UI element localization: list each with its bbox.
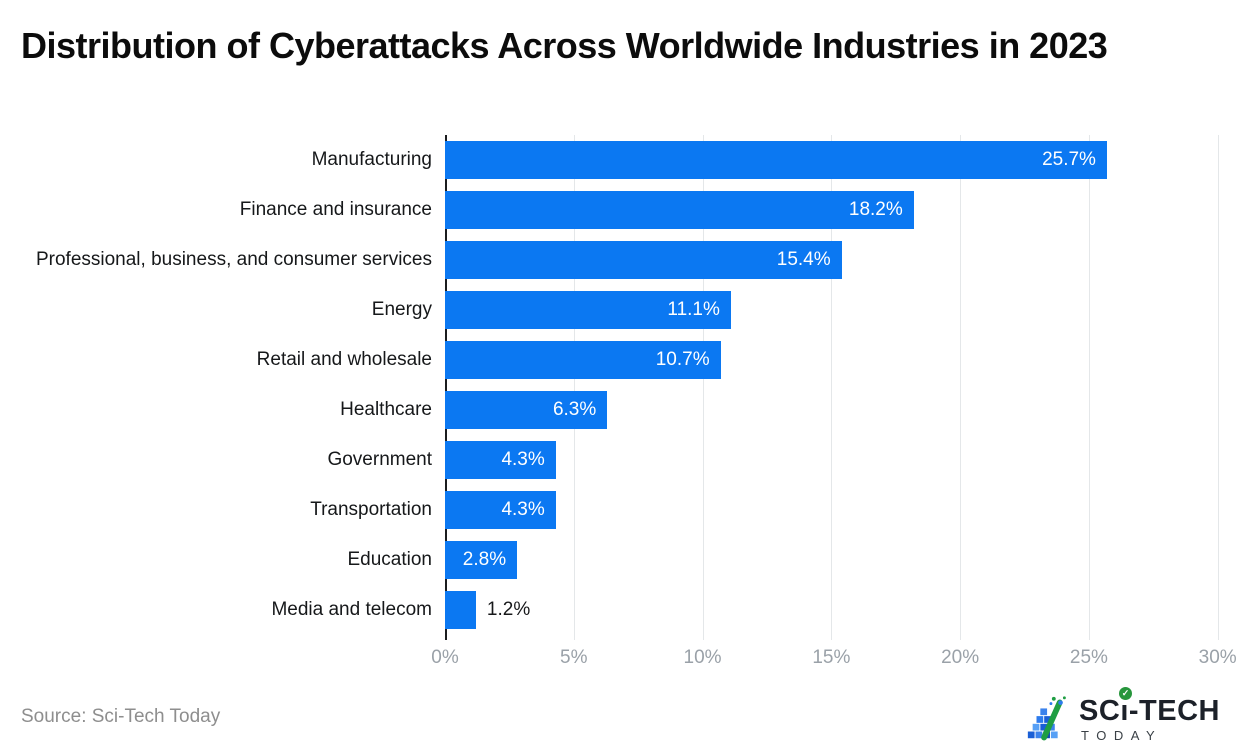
value-label: 6.3%: [552, 399, 597, 420]
gridline: [573, 135, 575, 640]
bar-track: 18.2%: [445, 191, 1228, 229]
scitech-logo: SC ı ✓ -TECH TODAY: [1024, 686, 1220, 744]
bar: 2.8%: [445, 541, 518, 579]
logo-subtitle: TODAY: [1081, 727, 1163, 743]
x-tick-label: 0%: [431, 647, 459, 668]
bar-row: Media and telecom 1.2%: [0, 585, 1240, 635]
bar-row: Government 4.3%: [0, 435, 1240, 485]
bar-track: 2.8%: [445, 541, 1228, 579]
x-tick-label: 25%: [1069, 647, 1108, 668]
bar-track: 6.3%: [445, 391, 1228, 429]
gridline: [702, 135, 704, 640]
gridline: [960, 135, 962, 640]
bar-row: Professional, business, and consumer ser…: [0, 235, 1240, 285]
x-tick-label: 30%: [1198, 647, 1237, 668]
x-tick-label: 20%: [941, 647, 980, 668]
value-label: 10.7%: [655, 349, 710, 370]
category-label: Media and telecom: [271, 599, 432, 621]
value-label: 18.2%: [848, 199, 903, 220]
value-label: 1.2%: [486, 599, 531, 620]
bar: 6.3%: [445, 391, 608, 429]
category-label: Healthcare: [340, 399, 432, 421]
value-label: 4.3%: [501, 449, 545, 470]
bar-track: 11.1%: [445, 291, 1228, 329]
gridlines: [445, 135, 1228, 640]
value-label: 25.7%: [1042, 149, 1096, 170]
bar-row: Energy 11.1%: [0, 285, 1240, 335]
category-label: Education: [347, 549, 432, 571]
bar-row: Education 2.8%: [0, 535, 1240, 585]
value-label: 2.8%: [462, 549, 507, 570]
gridline: [1217, 135, 1219, 640]
bar: 18.2%: [445, 191, 914, 229]
bar-row: Finance and insurance 18.2%: [0, 185, 1240, 235]
bar-rows: Manufacturing 25.7% Finance and insurance 1…: [0, 135, 1240, 635]
bar: 11.1%: [445, 291, 731, 329]
bar-track: 25.7%: [445, 141, 1228, 179]
scitech-logo-icon: [1027, 696, 1066, 741]
x-tick-label: 15%: [812, 647, 851, 668]
bar-track: 1.2%: [445, 591, 1228, 629]
bar-track: 15.4%: [445, 241, 1228, 279]
y-axis-line: [445, 135, 447, 640]
logo-letter-i: ı ✓: [1119, 686, 1133, 726]
scitech-logo-text: SC ı ✓ -TECH TODAY: [1079, 686, 1220, 743]
source-label: Source: Sci-Tech Today: [21, 706, 221, 727]
check-icon: ✓: [1119, 686, 1133, 700]
value-label: 11.1%: [667, 299, 720, 320]
x-tick-label: 5%: [560, 647, 588, 668]
logo-text-sc: SC: [1079, 694, 1121, 727]
gridline: [1088, 135, 1090, 640]
x-tick-label: 10%: [683, 647, 722, 668]
bar-track: 10.7%: [445, 341, 1228, 379]
category-label: Government: [327, 449, 432, 471]
gridline: [831, 135, 833, 640]
logo-text-tech: -TECH: [1128, 694, 1220, 727]
bar-track: 4.3%: [445, 441, 1228, 479]
value-label: 15.4%: [776, 249, 831, 270]
bar-row: Transportation 4.3%: [0, 485, 1240, 535]
category-label: Professional, business, and consumer ser…: [35, 249, 432, 271]
bar: 10.7%: [445, 341, 721, 379]
logo-wordmark: SC ı ✓ -TECH: [1079, 686, 1220, 727]
chart-title: Distribution of Cyberattacks Across Worl…: [21, 25, 1108, 66]
bar-chart: Manufacturing 25.7% Finance and insurance 1…: [0, 135, 1240, 695]
bar: 25.7%: [445, 141, 1107, 179]
category-label: Finance and insurance: [239, 199, 432, 221]
x-axis: 0% 5% 10% 15% 20% 25% 30%: [431, 647, 1236, 677]
bar-row: Retail and wholesale 10.7%: [0, 335, 1240, 385]
bar: [445, 591, 476, 629]
category-label: Manufacturing: [311, 149, 432, 171]
bar: 4.3%: [445, 491, 556, 529]
category-label: Retail and wholesale: [256, 349, 432, 371]
category-label: Transportation: [310, 499, 432, 521]
bar: 15.4%: [445, 241, 842, 279]
bar-row: Manufacturing 25.7%: [0, 135, 1240, 185]
category-label: Energy: [371, 299, 432, 321]
bar-track: 4.3%: [445, 491, 1228, 529]
bar-row: Healthcare 6.3%: [0, 385, 1240, 435]
bar: 4.3%: [445, 441, 556, 479]
value-label: 4.3%: [501, 499, 545, 520]
